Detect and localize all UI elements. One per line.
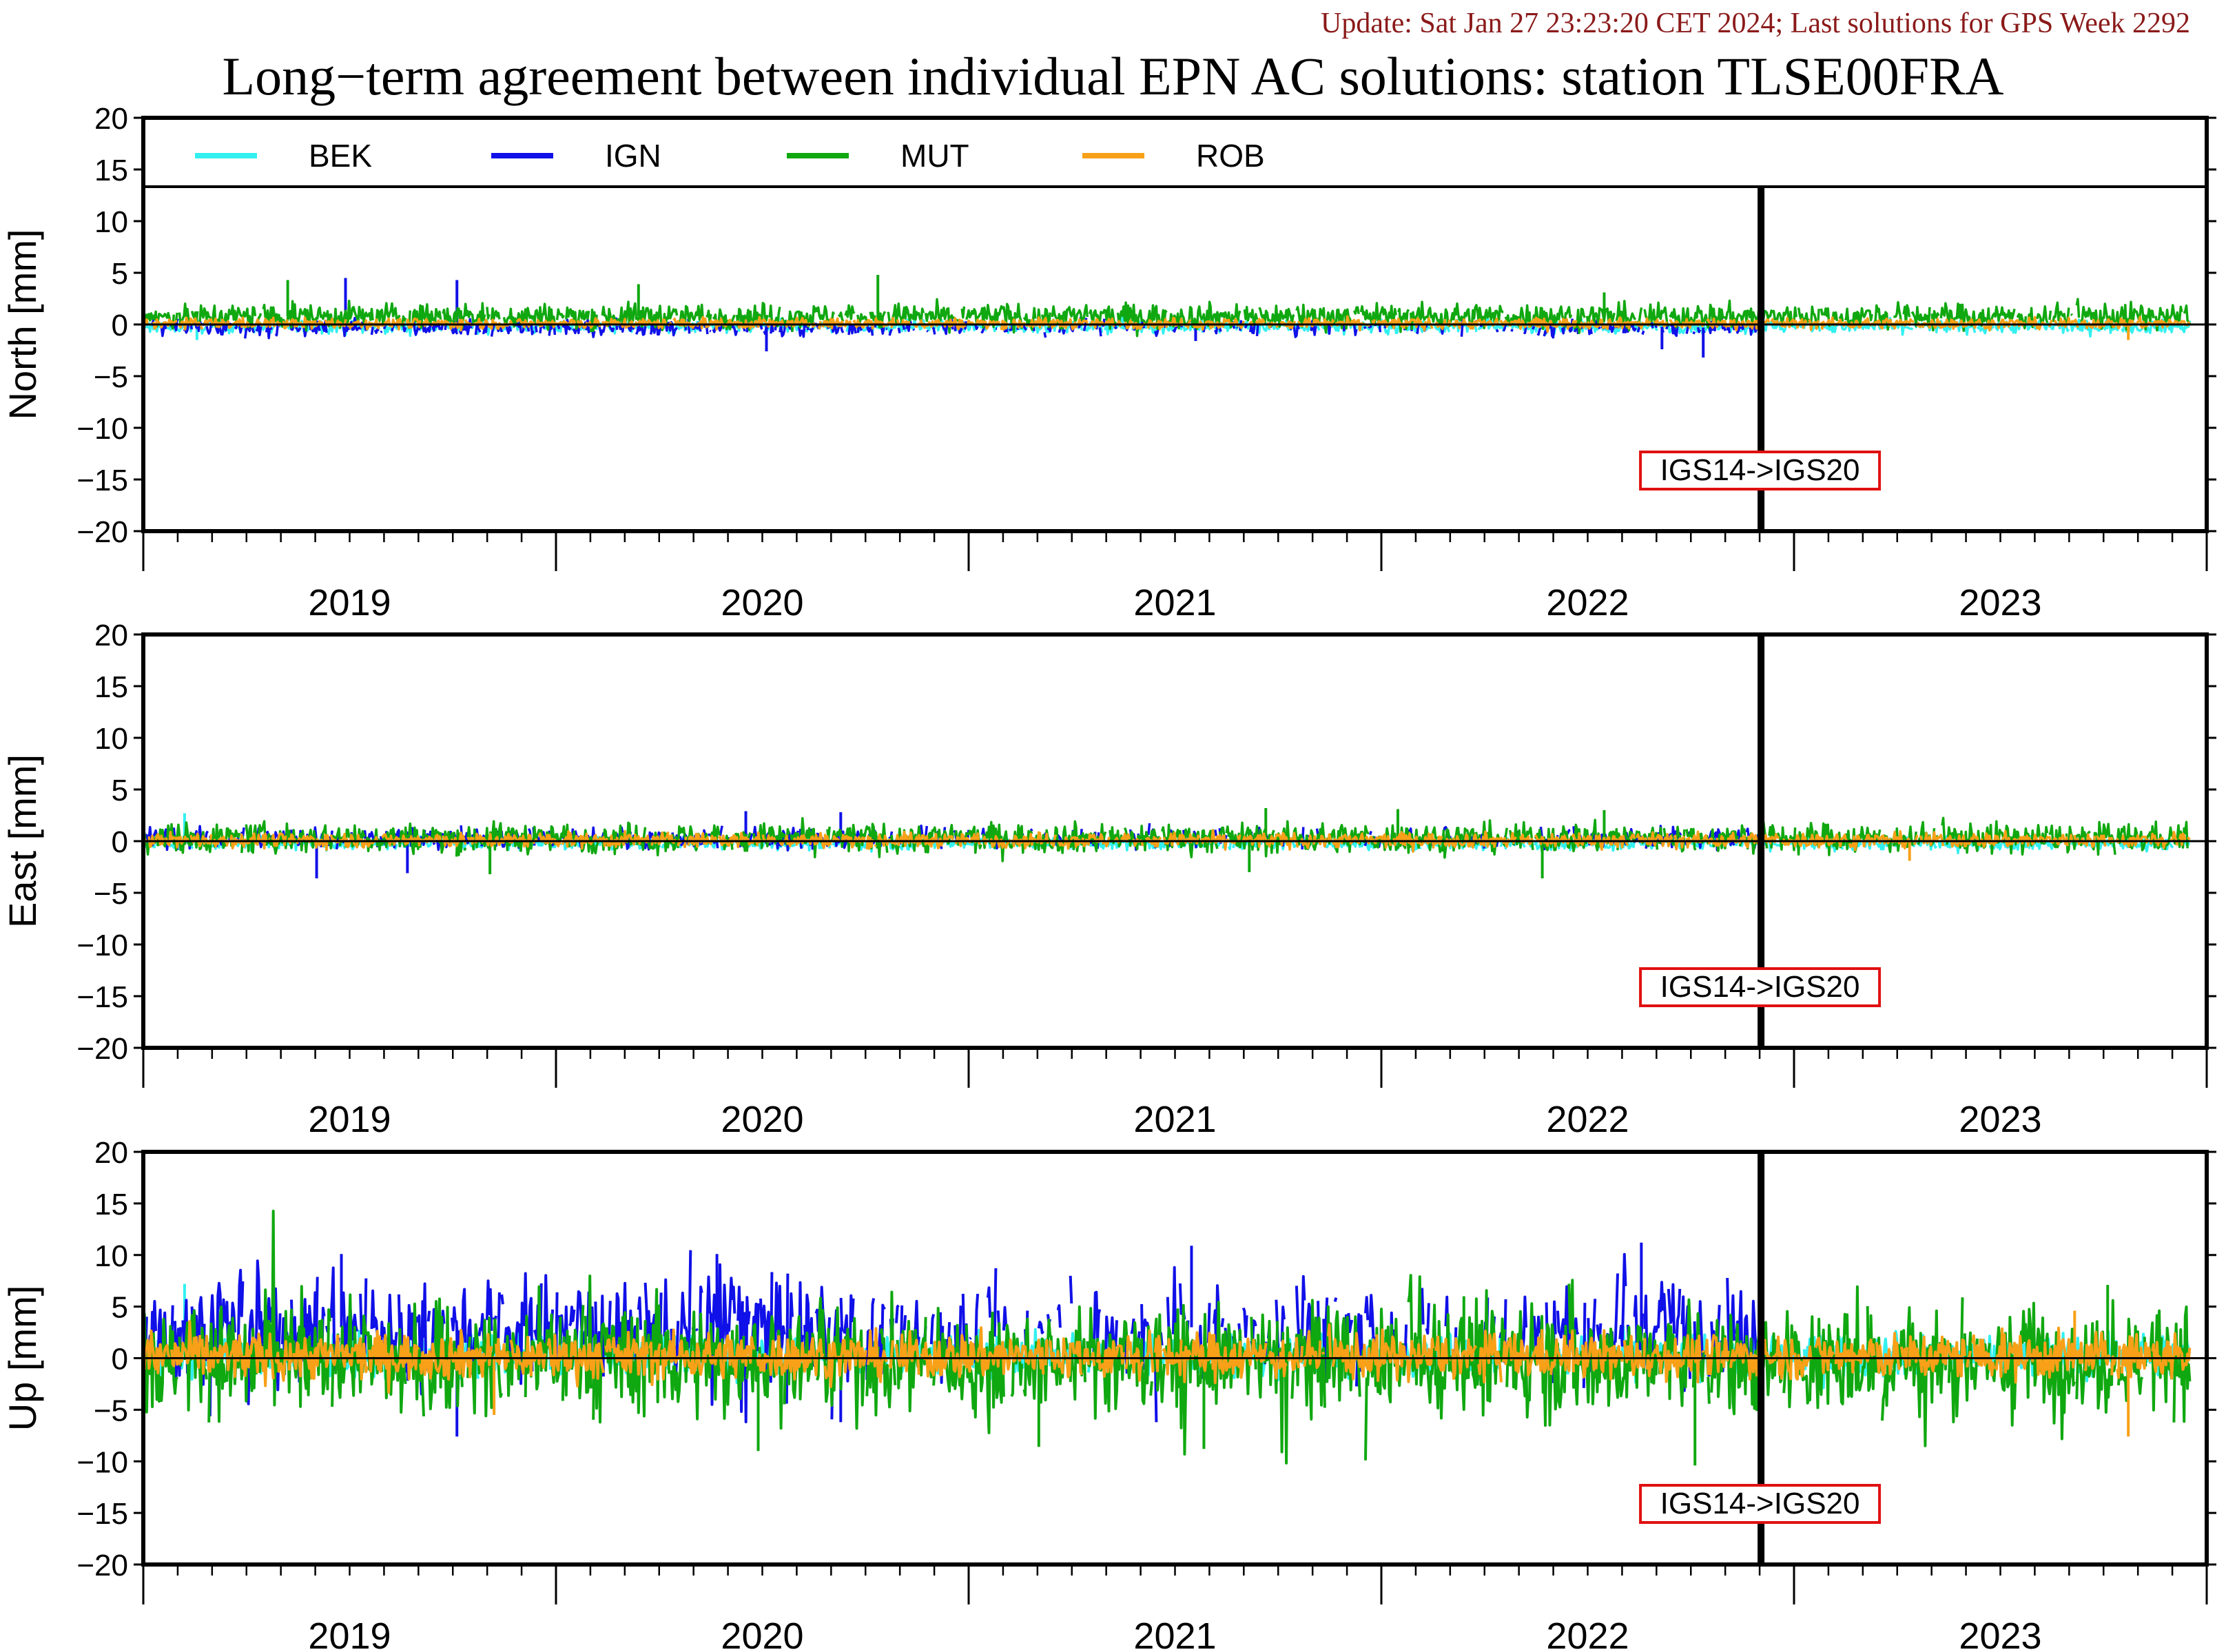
- y-tick-label: −15: [76, 1497, 128, 1531]
- x-year-label: 2020: [721, 582, 803, 623]
- plot-frame: [141, 1150, 2209, 1567]
- y-tick-label: 10: [94, 722, 128, 756]
- frame-change-label: IGS14->IGS20: [1660, 453, 1860, 487]
- legend-box: [143, 118, 2207, 187]
- legend-label-ign: IGN: [605, 138, 661, 174]
- x-year-label: 2023: [1959, 1099, 2041, 1140]
- y-tick-label: 15: [94, 154, 128, 187]
- legend-label-rob: ROB: [1196, 138, 1265, 174]
- frame-change-label: IGS14->IGS20: [1660, 970, 1860, 1004]
- y-tick-label: 5: [112, 257, 128, 291]
- y-tick-label: −15: [76, 980, 128, 1014]
- y-tick-label: −5: [94, 360, 128, 394]
- y-tick-label: 20: [94, 619, 128, 652]
- panel-north: North [mm] 20 15 10 5 0 −5 −10 −15 −20 2019 2020 202…: [1, 102, 2216, 623]
- y-axis-label: North [mm]: [1, 229, 44, 420]
- x-year-label: 2019: [308, 1099, 391, 1140]
- y-tick-label: 5: [112, 1291, 128, 1325]
- y-tick-label: 15: [94, 670, 128, 704]
- y-tick-label: 0: [112, 1343, 128, 1376]
- update-timestamp: Update: Sat Jan 27 23:23:20 CET 2024; La…: [1320, 8, 2190, 39]
- x-year-label: 2020: [721, 1099, 803, 1140]
- legend-label-bek: BEK: [309, 138, 372, 174]
- y-axis-label: East [mm]: [1, 754, 44, 928]
- y-tick-label: 10: [94, 205, 128, 239]
- series-mut: [143, 808, 2189, 878]
- y-axis-label: Up [mm]: [1, 1286, 44, 1432]
- x-year-label: 2021: [1133, 1615, 1216, 1652]
- x-year-label: 2021: [1133, 1099, 1216, 1140]
- y-tick-label: −20: [76, 515, 128, 549]
- x-year-label: 2022: [1546, 1615, 1629, 1652]
- legend-label-mut: MUT: [900, 138, 969, 174]
- y-tick-label: −20: [76, 1032, 128, 1066]
- y-tick-label: −5: [94, 877, 128, 911]
- x-year-label: 2023: [1959, 1615, 2041, 1652]
- panel-up: Up [mm] 20 15 10 5 0 −5 −10 −15 −20 2019 2020 2021 20…: [1, 1136, 2216, 1652]
- x-year-label: 2019: [308, 1615, 391, 1652]
- y-tick-label: −10: [76, 929, 128, 962]
- y-tick-label: −20: [76, 1549, 128, 1582]
- y-tick-label: 10: [94, 1239, 128, 1273]
- x-year-label: 2022: [1546, 1099, 1629, 1140]
- series-mut: [142, 1210, 2192, 1466]
- x-year-label: 2019: [308, 582, 391, 623]
- x-year-label: 2020: [721, 1615, 803, 1652]
- y-tick-label: −10: [76, 412, 128, 446]
- y-tick-label: 0: [112, 309, 128, 342]
- x-year-label: 2022: [1546, 582, 1629, 623]
- series-line-mut: [142, 298, 2191, 338]
- panel-east: East [mm] 20 15 10 5 0 −5 −10 −15 −20 2019 2020 2021…: [1, 619, 2216, 1140]
- y-tick-label: −10: [76, 1445, 128, 1479]
- x-year-label: 2021: [1133, 582, 1216, 623]
- y-tick-label: −15: [76, 464, 128, 497]
- plot-frame: [141, 632, 2209, 1050]
- frame-change-box: [1639, 1484, 1882, 1524]
- chart-title: Long−term agreement between individual E…: [222, 46, 2004, 106]
- frame-change-box: [1639, 451, 1882, 491]
- y-tick-label: 5: [112, 774, 128, 807]
- y-tick-label: −5: [94, 1394, 128, 1427]
- plot-frame: [141, 116, 2209, 533]
- x-year-label: 2023: [1959, 582, 2041, 623]
- y-tick-label: 20: [94, 1136, 128, 1170]
- frame-change-box: [1639, 967, 1882, 1007]
- y-tick-label: 15: [94, 1188, 128, 1221]
- y-tick-label: 0: [112, 825, 128, 859]
- frame-change-label: IGS14->IGS20: [1660, 1487, 1860, 1520]
- y-tick-label: 20: [94, 102, 128, 136]
